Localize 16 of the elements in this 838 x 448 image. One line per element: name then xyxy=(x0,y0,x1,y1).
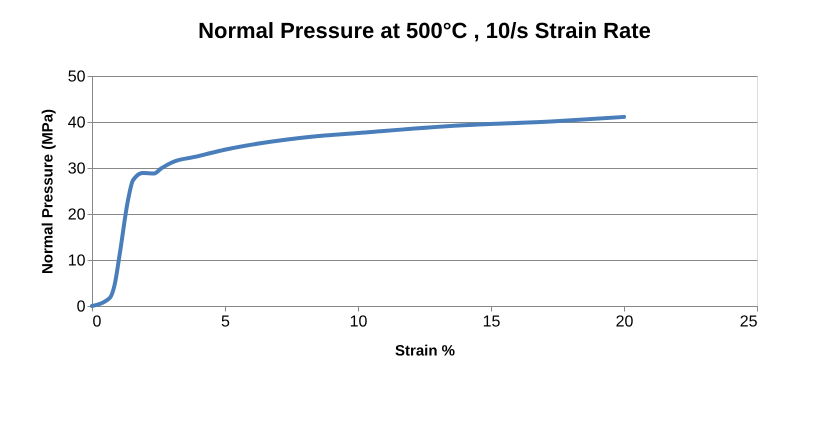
x-tick-label: 25 xyxy=(740,314,758,330)
x-tick-label: 0 xyxy=(92,314,102,330)
y-tick-label: 0 xyxy=(76,298,86,316)
y-tick-label: 50 xyxy=(68,68,86,86)
x-axis-title: Strain % xyxy=(394,342,456,360)
chart-title: Normal Pressure at 500°C , 10/s Strain Rate xyxy=(198,18,651,43)
y-tick-label: 40 xyxy=(68,114,86,132)
y-tick-label: 30 xyxy=(68,160,86,178)
y-tick-label: 10 xyxy=(68,252,86,270)
x-tick-label: 5 xyxy=(221,314,230,330)
y-tick-label: 20 xyxy=(68,206,86,224)
x-tick-label: 20 xyxy=(616,314,634,330)
x-tick-label: 15 xyxy=(482,314,500,330)
y-axis-title: Normal Pressure (MPa) xyxy=(40,108,57,274)
x-tick-label: 10 xyxy=(350,314,368,330)
line-series xyxy=(90,114,626,308)
